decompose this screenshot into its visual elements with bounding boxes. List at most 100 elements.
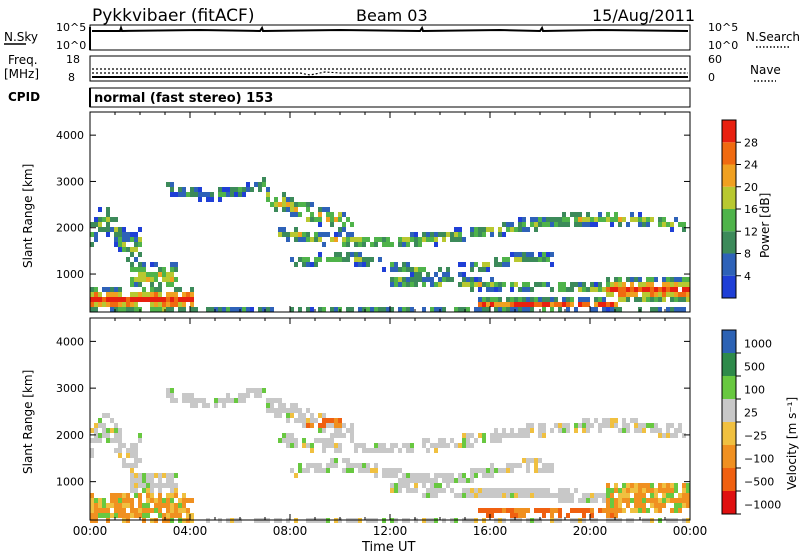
- power-cell: [674, 292, 678, 297]
- power-cell: [162, 272, 166, 277]
- velocity-cell: [466, 488, 470, 493]
- velocity-cell: [114, 448, 118, 453]
- velocity-cell: [606, 483, 610, 488]
- power-cell: [598, 297, 602, 302]
- velocity-cell: [650, 428, 654, 433]
- power-cell: [154, 277, 158, 282]
- power-cell: [362, 257, 366, 262]
- power-cell: [98, 227, 102, 232]
- velocity-cell: [286, 438, 290, 443]
- power-cell: [134, 247, 138, 252]
- velocity-cell: [430, 483, 434, 488]
- power-cell: [298, 257, 302, 262]
- power-cell: [102, 297, 106, 302]
- velocity-cell: [362, 448, 366, 453]
- power-cell: [334, 252, 338, 257]
- velocity-cell: [402, 473, 406, 478]
- velocity-cell: [334, 433, 338, 438]
- power-cell: [150, 272, 154, 277]
- velocity-cell: [550, 463, 554, 468]
- power-cell: [646, 292, 650, 297]
- power-cell: [598, 302, 602, 307]
- power-cell: [186, 192, 190, 197]
- velocity-cell: [102, 513, 106, 518]
- velocity-cell: [318, 438, 322, 443]
- velocity-cell: [374, 463, 378, 468]
- power-cell: [622, 282, 626, 287]
- velocity-cell: [434, 473, 438, 478]
- power-cell: [510, 252, 514, 257]
- velocity-cell: [102, 428, 106, 433]
- velocity-cell: [614, 418, 618, 423]
- velocity-cell: [610, 488, 614, 493]
- power-cell: [190, 297, 194, 302]
- power-cell: [478, 307, 482, 312]
- power-cell: [106, 227, 110, 232]
- power-cell: [458, 262, 462, 267]
- power-cell: [634, 297, 638, 302]
- power-cell: [514, 252, 518, 257]
- power-cell: [498, 282, 502, 287]
- power-cell: [666, 292, 670, 297]
- power-cell: [542, 217, 546, 222]
- velocity-cell: [94, 438, 98, 443]
- velocity-cell: [202, 403, 206, 408]
- velocity-cell: [634, 483, 638, 488]
- velocity-cell: [158, 508, 162, 513]
- velocity-cell: [646, 483, 650, 488]
- velocity-cell: [122, 463, 126, 468]
- velocity-cell: [322, 428, 326, 433]
- power-colorbar-swatch: [722, 231, 736, 254]
- velocity-cell: [606, 508, 610, 513]
- power-cell: [114, 242, 118, 247]
- power-cell: [298, 307, 302, 312]
- velocity-cell: [142, 513, 146, 518]
- power-cell: [670, 222, 674, 227]
- power-cell: [514, 227, 518, 232]
- power-cell: [542, 257, 546, 262]
- power-cell: [662, 297, 666, 302]
- power-cell: [622, 292, 626, 297]
- power-cell: [398, 282, 402, 287]
- velocity-cell: [422, 483, 426, 488]
- velocity-cell: [98, 503, 102, 508]
- velocity-cell: [294, 408, 298, 413]
- power-cell: [566, 217, 570, 222]
- power-cell: [558, 217, 562, 222]
- power-cell: [530, 257, 534, 262]
- velocity-cell: [342, 423, 346, 428]
- power-colorbar-label: Power [dB]: [758, 193, 772, 258]
- power-cell: [230, 307, 234, 312]
- velocity-cell: [610, 513, 614, 518]
- velocity-cell: [198, 398, 202, 403]
- power-cell: [438, 267, 442, 272]
- power-cell: [122, 237, 126, 242]
- power-cell: [118, 297, 122, 302]
- power-cell: [610, 307, 614, 312]
- power-cell: [170, 272, 174, 277]
- power-cell: [294, 202, 298, 207]
- velocity-cell: [226, 398, 230, 403]
- velocity-cell: [130, 453, 134, 458]
- velocity-cell: [138, 433, 142, 438]
- power-cell: [438, 277, 442, 282]
- velocity-cell: [486, 508, 490, 513]
- velocity-cell: [594, 418, 598, 423]
- velocity-cell: [590, 498, 594, 503]
- power-cell: [442, 237, 446, 242]
- power-cell: [282, 207, 286, 212]
- power-cell: [494, 297, 498, 302]
- power-cell: [342, 227, 346, 232]
- power-cell: [638, 222, 642, 227]
- power-cell: [630, 287, 634, 292]
- power-cell: [94, 217, 98, 222]
- power-cell: [218, 197, 222, 202]
- power-cell: [130, 292, 134, 297]
- power-cell: [178, 302, 182, 307]
- velocity-cell: [490, 438, 494, 443]
- power-cell: [518, 252, 522, 257]
- velocity-cell: [346, 463, 350, 468]
- velocity-cell: [470, 443, 474, 448]
- power-cell: [490, 297, 494, 302]
- velocity-cell: [642, 488, 646, 493]
